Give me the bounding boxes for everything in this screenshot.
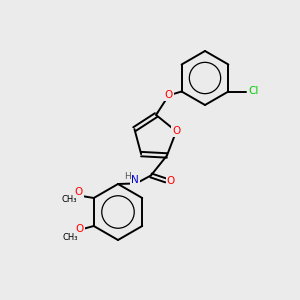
Text: Cl: Cl — [248, 86, 259, 97]
Text: O: O — [75, 187, 83, 197]
Text: CH₃: CH₃ — [61, 196, 76, 205]
Text: O: O — [76, 224, 84, 234]
Text: O: O — [164, 91, 173, 100]
Text: O: O — [172, 126, 180, 136]
Text: H: H — [124, 172, 131, 181]
Text: O: O — [167, 176, 175, 187]
Text: N: N — [131, 176, 139, 185]
Text: CH₃: CH₃ — [62, 233, 77, 242]
